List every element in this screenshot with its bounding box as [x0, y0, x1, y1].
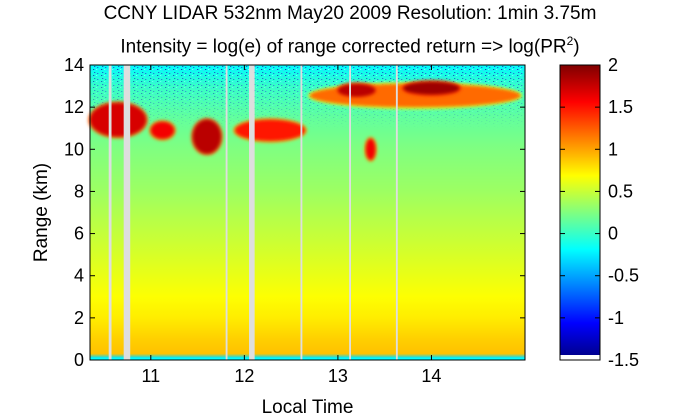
- chart-title-superscript: 2: [566, 34, 574, 48]
- cloud-layer: [403, 81, 460, 95]
- chart-title-line2-suffix: ): [573, 36, 580, 58]
- y-tick-label: 10: [64, 139, 84, 159]
- y-tick-label: 6: [74, 224, 84, 244]
- colorbar-ramp: [559, 64, 601, 361]
- cloud-layer: [90, 102, 147, 137]
- x-tick-label: 11: [141, 366, 160, 386]
- cloud-layer: [192, 119, 221, 154]
- cloud-layer: [235, 119, 306, 141]
- colorbar-tick-label: -1.5: [608, 350, 639, 370]
- data-gap: [225, 65, 228, 360]
- data-gap: [300, 65, 303, 360]
- cloud-layer: [150, 121, 175, 139]
- colorbar-tick-label: -1: [608, 308, 624, 328]
- axes: 11 12 13 14 0 2 4 6 8 10 12 14 Local Time Range (km): [31, 55, 526, 418]
- data-gap: [249, 65, 255, 360]
- cloud-layer: [337, 83, 376, 97]
- x-axis-label: Local Time: [262, 397, 354, 418]
- plot-frame: [89, 64, 526, 361]
- y-tick-label: 0: [74, 350, 84, 370]
- colorbar-tick-label: 1: [608, 139, 618, 159]
- colorbar-tick-label: 2: [608, 55, 618, 75]
- y-axis-label: Range (km): [31, 163, 52, 262]
- data-gap: [349, 65, 351, 360]
- colorbar-tick-label: -0.5: [608, 266, 639, 286]
- x-tick-label: 13: [328, 366, 348, 386]
- colorbar: 2 1.5 1 0.5 0 -0.5 -1 -1.5: [559, 55, 639, 370]
- colorbar-tick-label: 1.5: [608, 97, 633, 117]
- data-gap: [108, 65, 112, 360]
- colorbar-tick-label: 0: [608, 224, 618, 244]
- plot-area: [88, 65, 525, 360]
- x-tick-label: 14: [421, 366, 441, 386]
- colorbar-tick-label: 0.5: [608, 181, 633, 201]
- chart-title-line2-prefix: Intensity = log(e) of range corrected re…: [120, 36, 567, 58]
- y-tick-label: 14: [64, 55, 84, 75]
- cloud-layer: [365, 138, 376, 160]
- chart-title-line1: CCNY LIDAR 532nm May20 2009 Resolution: …: [103, 3, 597, 24]
- y-tick-label: 8: [74, 181, 84, 201]
- ground-strip: [90, 357, 525, 360]
- colorbar-gap-swatch: [560, 355, 600, 360]
- y-tick-label: 4: [74, 266, 84, 286]
- data-gap: [395, 65, 398, 360]
- y-tick-label: 12: [64, 97, 84, 117]
- y-tick-label: 2: [74, 308, 84, 328]
- chart-title-line2: Intensity = log(e) of range corrected re…: [0, 30, 700, 58]
- x-tick-label: 12: [234, 366, 254, 386]
- data-gap: [123, 65, 131, 360]
